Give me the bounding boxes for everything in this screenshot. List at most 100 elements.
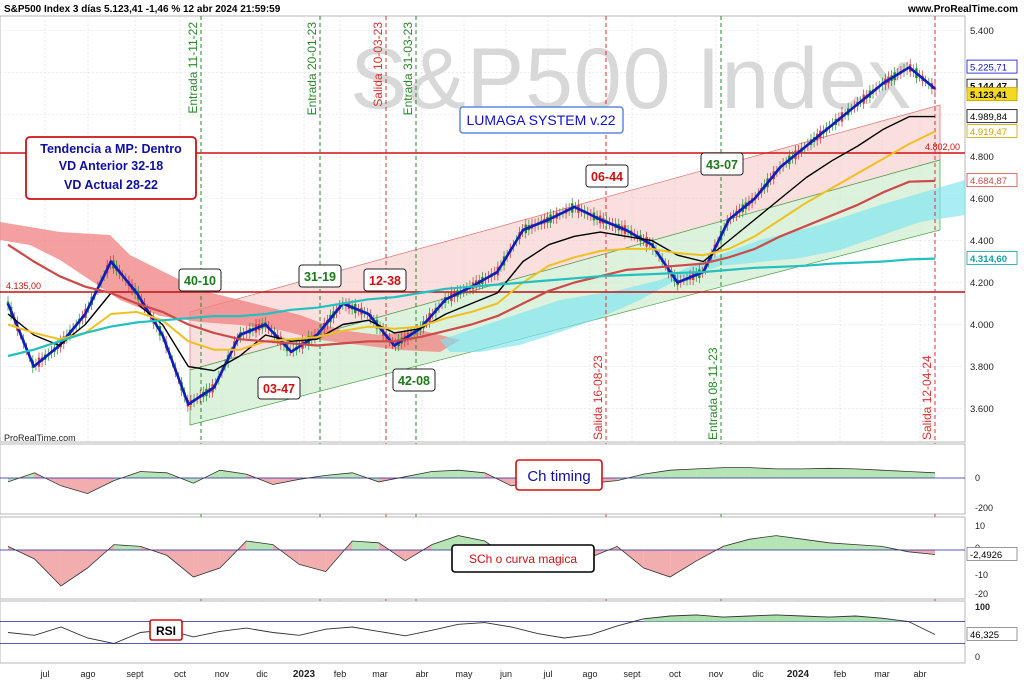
price-label: 5.144,47 (970, 82, 1007, 93)
time-tick-label: dic (752, 669, 764, 679)
count-label: 31-19 (304, 270, 336, 284)
time-tick-label: sept (623, 669, 641, 679)
count-box (298, 264, 342, 288)
panel-area-segment (643, 550, 671, 577)
site-label[interactable]: www.ProRealTime.com (907, 4, 1018, 15)
price-tick-label: 4.200 (970, 278, 994, 289)
time-tick-label: jul (542, 669, 552, 679)
time-axis[interactable]: jul ago sept oct nov dic 2023 feb mar abr may jun ju… (39, 669, 926, 680)
count-box (700, 152, 744, 176)
panel-area-segment (643, 470, 671, 478)
panel-tick-label: -10 (975, 570, 988, 580)
time-tick-label: 2023 (293, 669, 316, 680)
panel-area-segment (352, 541, 379, 550)
panel-area-segment (140, 471, 167, 478)
price-tick-label: 5.400 (970, 26, 994, 37)
trend-line-3: VD Actual 28-22 (64, 178, 158, 192)
count-box (392, 368, 436, 392)
count-label: 12-38 (369, 274, 401, 288)
panel-area-segment (829, 542, 856, 550)
rsi-last-box (966, 627, 1018, 641)
panel-area-segment (60, 478, 88, 494)
panel-last-box (966, 547, 1018, 561)
panel-line (7, 535, 936, 587)
panel-area-segment (166, 550, 194, 577)
time-tick-label: ago (80, 669, 95, 679)
signal-label: Entrada 11-11-22 (186, 22, 200, 114)
panel-tick-label: 0 (975, 473, 980, 483)
panel-area-segment (113, 544, 141, 550)
time-tick-label: jun (499, 669, 512, 679)
panel-area-segment (882, 470, 909, 478)
panel-area-segment (87, 478, 114, 494)
price-tick-label: 4.600 (970, 194, 994, 205)
rsi-overbought-area (829, 616, 856, 622)
panel-area-segment (776, 535, 803, 550)
price-label-box (966, 87, 1018, 101)
time-tick-label: feb (334, 669, 347, 679)
panel-area-segment (776, 468, 803, 478)
time-tick-label: abr (913, 669, 926, 679)
rsi-overbought-area (643, 616, 671, 622)
time-tick-label: nov (709, 669, 724, 679)
price-axis[interactable]: 5.400 5.225,71 5.144,475.123,41 4.989,84 4.9… (966, 26, 1018, 415)
series-lines (6, 66, 936, 406)
count-box (585, 164, 629, 188)
price-label: 4.684,87 (970, 176, 1007, 187)
panel-area-segment (246, 541, 273, 550)
trend-line-2: VD Anterior 32-18 (59, 159, 163, 173)
signal-label: Entrada 20-01-23 (305, 22, 319, 116)
count-label: 40-10 (184, 274, 216, 288)
time-tick-label: mar (874, 669, 890, 679)
price-label-box (966, 124, 1018, 138)
rsi-overbought-area (723, 616, 750, 622)
kijun-line (7, 115, 935, 372)
panel-tick-label: -200 (975, 503, 993, 513)
sch-label: SCh o curva magica (469, 552, 577, 566)
system-label: LUMAGA SYSTEM v.22 (466, 112, 615, 128)
price-label-box (966, 59, 1018, 74)
sch-label-box: SCh o curva magica (451, 544, 595, 573)
time-tick-label: oct (174, 669, 187, 679)
price-tick-label: 4.400 (970, 236, 994, 247)
platform-label: ProRealTime.com (4, 433, 76, 443)
time-tick-label: 2024 (787, 669, 810, 680)
ma-slow-line (7, 257, 936, 358)
trend-box: Tendencia a MP: Dentro VD Anterior 32-18… (25, 136, 197, 200)
panel-area-segment (829, 468, 856, 478)
panel-area-segment (723, 539, 750, 550)
level-left-label: 4.135,00 (6, 281, 41, 291)
signal-label: Salida 12-04-24 (920, 355, 934, 440)
ch-timing-panel[interactable] (0, 443, 966, 515)
system-label-box: LUMAGA SYSTEM v.22 (459, 106, 624, 134)
signal-label: Entrada 31-03-23 (401, 22, 415, 116)
panel-area-segment (749, 467, 777, 478)
panel-last-label: -2,4926 (970, 550, 1002, 561)
panel-area-segment (219, 470, 247, 478)
panel-area-segment (670, 468, 697, 478)
time-tick-label: sept (126, 669, 144, 679)
price-label: 4.314,60 (970, 254, 1007, 265)
rsi-label-box: RSI (149, 619, 183, 641)
watermark: S&P500 Index (350, 31, 912, 127)
rsi-label: RSI (156, 624, 176, 638)
time-tick-label: ago (582, 669, 597, 679)
panel-tick-label: -20 (975, 589, 988, 599)
time-tick-label: dic (256, 669, 268, 679)
price-label-box (966, 251, 1018, 265)
signal-label: Entrada 08-11-23 (706, 347, 720, 440)
signal-label: Salida 16-08-23 (591, 355, 605, 440)
price-label: 4.989,84 (970, 112, 1007, 123)
panel-area-segment (882, 546, 909, 552)
kumo-bull (440, 180, 965, 352)
price-tick-label: 3.600 (970, 404, 994, 415)
price-label: 4.919,47 (970, 127, 1007, 138)
time-tick-label: feb (834, 669, 847, 679)
time-tick-label: oct (669, 669, 682, 679)
count-box (363, 268, 407, 292)
panel-area-segment (855, 544, 883, 550)
time-tick-label: may (455, 669, 473, 679)
ch-timing-label-box: Ch timing (515, 459, 603, 491)
